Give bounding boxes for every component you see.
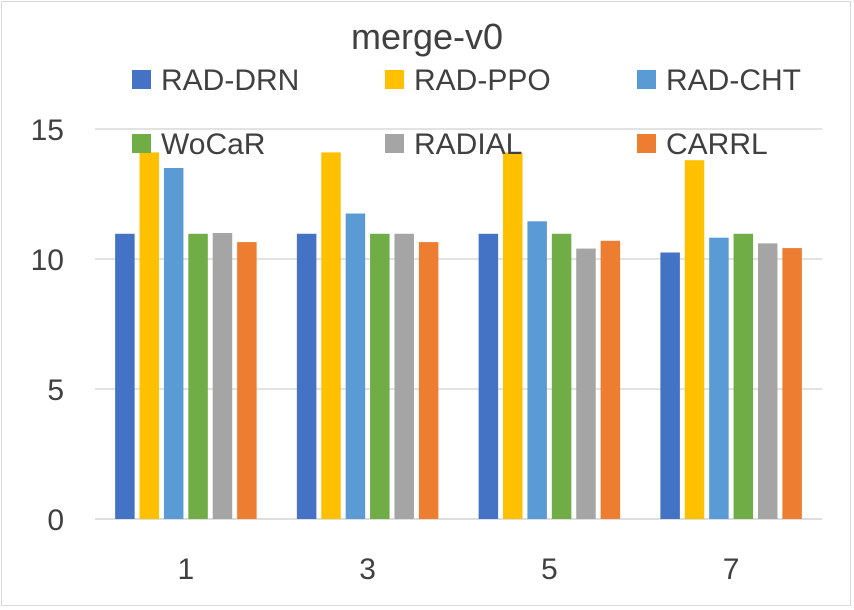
legend-swatch xyxy=(385,134,404,153)
bar-rad-drn-5 xyxy=(478,233,499,519)
legend-swatch xyxy=(637,70,656,89)
x-tick-label: 5 xyxy=(541,553,558,586)
y-tick-label: 10 xyxy=(31,244,64,277)
bar-carrl-1 xyxy=(237,242,257,519)
legend-item-rad-cht: RAD-CHT xyxy=(637,64,801,97)
bar-radial-7 xyxy=(757,243,778,519)
legend-swatch xyxy=(637,134,656,153)
bar-wocar-7 xyxy=(733,233,754,519)
legend-label: RAD-DRN xyxy=(161,64,299,97)
bar-radial-5 xyxy=(576,248,596,519)
bar-wocar-3 xyxy=(370,233,390,519)
bar-rad-cht-5 xyxy=(527,221,547,520)
legend-swatch xyxy=(385,70,404,89)
bar-rad-ppo-5 xyxy=(503,152,523,519)
bar-rad-cht-1 xyxy=(163,168,184,519)
legend-label: RAD-CHT xyxy=(666,64,801,97)
bars xyxy=(115,152,802,520)
legend-item-rad-drn: RAD-DRN xyxy=(132,64,299,97)
x-axis-ticks: 1 3 5 7 xyxy=(178,553,740,586)
legend-swatch xyxy=(132,70,151,89)
legend-item-wocar: WoCaR xyxy=(132,128,265,161)
legend-item-radial: RADIAL xyxy=(385,128,522,161)
bar-rad-ppo-7 xyxy=(684,160,705,519)
bar-rad-cht-3 xyxy=(345,213,366,519)
y-tick-label: 5 xyxy=(47,374,64,407)
legend-label: RAD-PPO xyxy=(414,64,551,97)
bar-carrl-3 xyxy=(418,242,439,519)
legend-label: WoCaR xyxy=(161,128,265,161)
x-tick-label: 1 xyxy=(178,553,195,586)
x-tick-label: 3 xyxy=(359,553,376,586)
legend-label: CARRL xyxy=(666,128,768,161)
legend-item-rad-ppo: RAD-PPO xyxy=(385,64,551,97)
y-tick-label: 0 xyxy=(47,504,64,537)
bar-radial-1 xyxy=(212,233,233,519)
bar-carrl-5 xyxy=(600,240,621,520)
bar-rad-drn-1 xyxy=(115,233,135,519)
bar-rad-cht-7 xyxy=(709,237,729,519)
bar-rad-drn-7 xyxy=(660,252,680,519)
chart-title: merge-v0 xyxy=(351,16,503,57)
bar-wocar-1 xyxy=(188,233,208,519)
x-tick-label: 7 xyxy=(723,553,740,586)
legend-label: RADIAL xyxy=(414,128,522,161)
bar-carrl-7 xyxy=(782,248,802,519)
bar-wocar-5 xyxy=(551,233,572,519)
bar-rad-drn-3 xyxy=(296,233,317,519)
bar-radial-3 xyxy=(394,233,414,519)
bar-rad-ppo-3 xyxy=(321,152,341,519)
y-tick-label: 15 xyxy=(31,114,64,147)
legend-item-carrl: CARRL xyxy=(637,128,768,161)
bar-rad-ppo-1 xyxy=(139,152,160,519)
legend-swatch xyxy=(132,134,151,153)
y-axis-ticks: 0 5 10 15 xyxy=(31,114,64,537)
legend: RAD-DRN RAD-PPO RAD-CHT WoCaR RADIAL CARRL xyxy=(132,64,801,161)
